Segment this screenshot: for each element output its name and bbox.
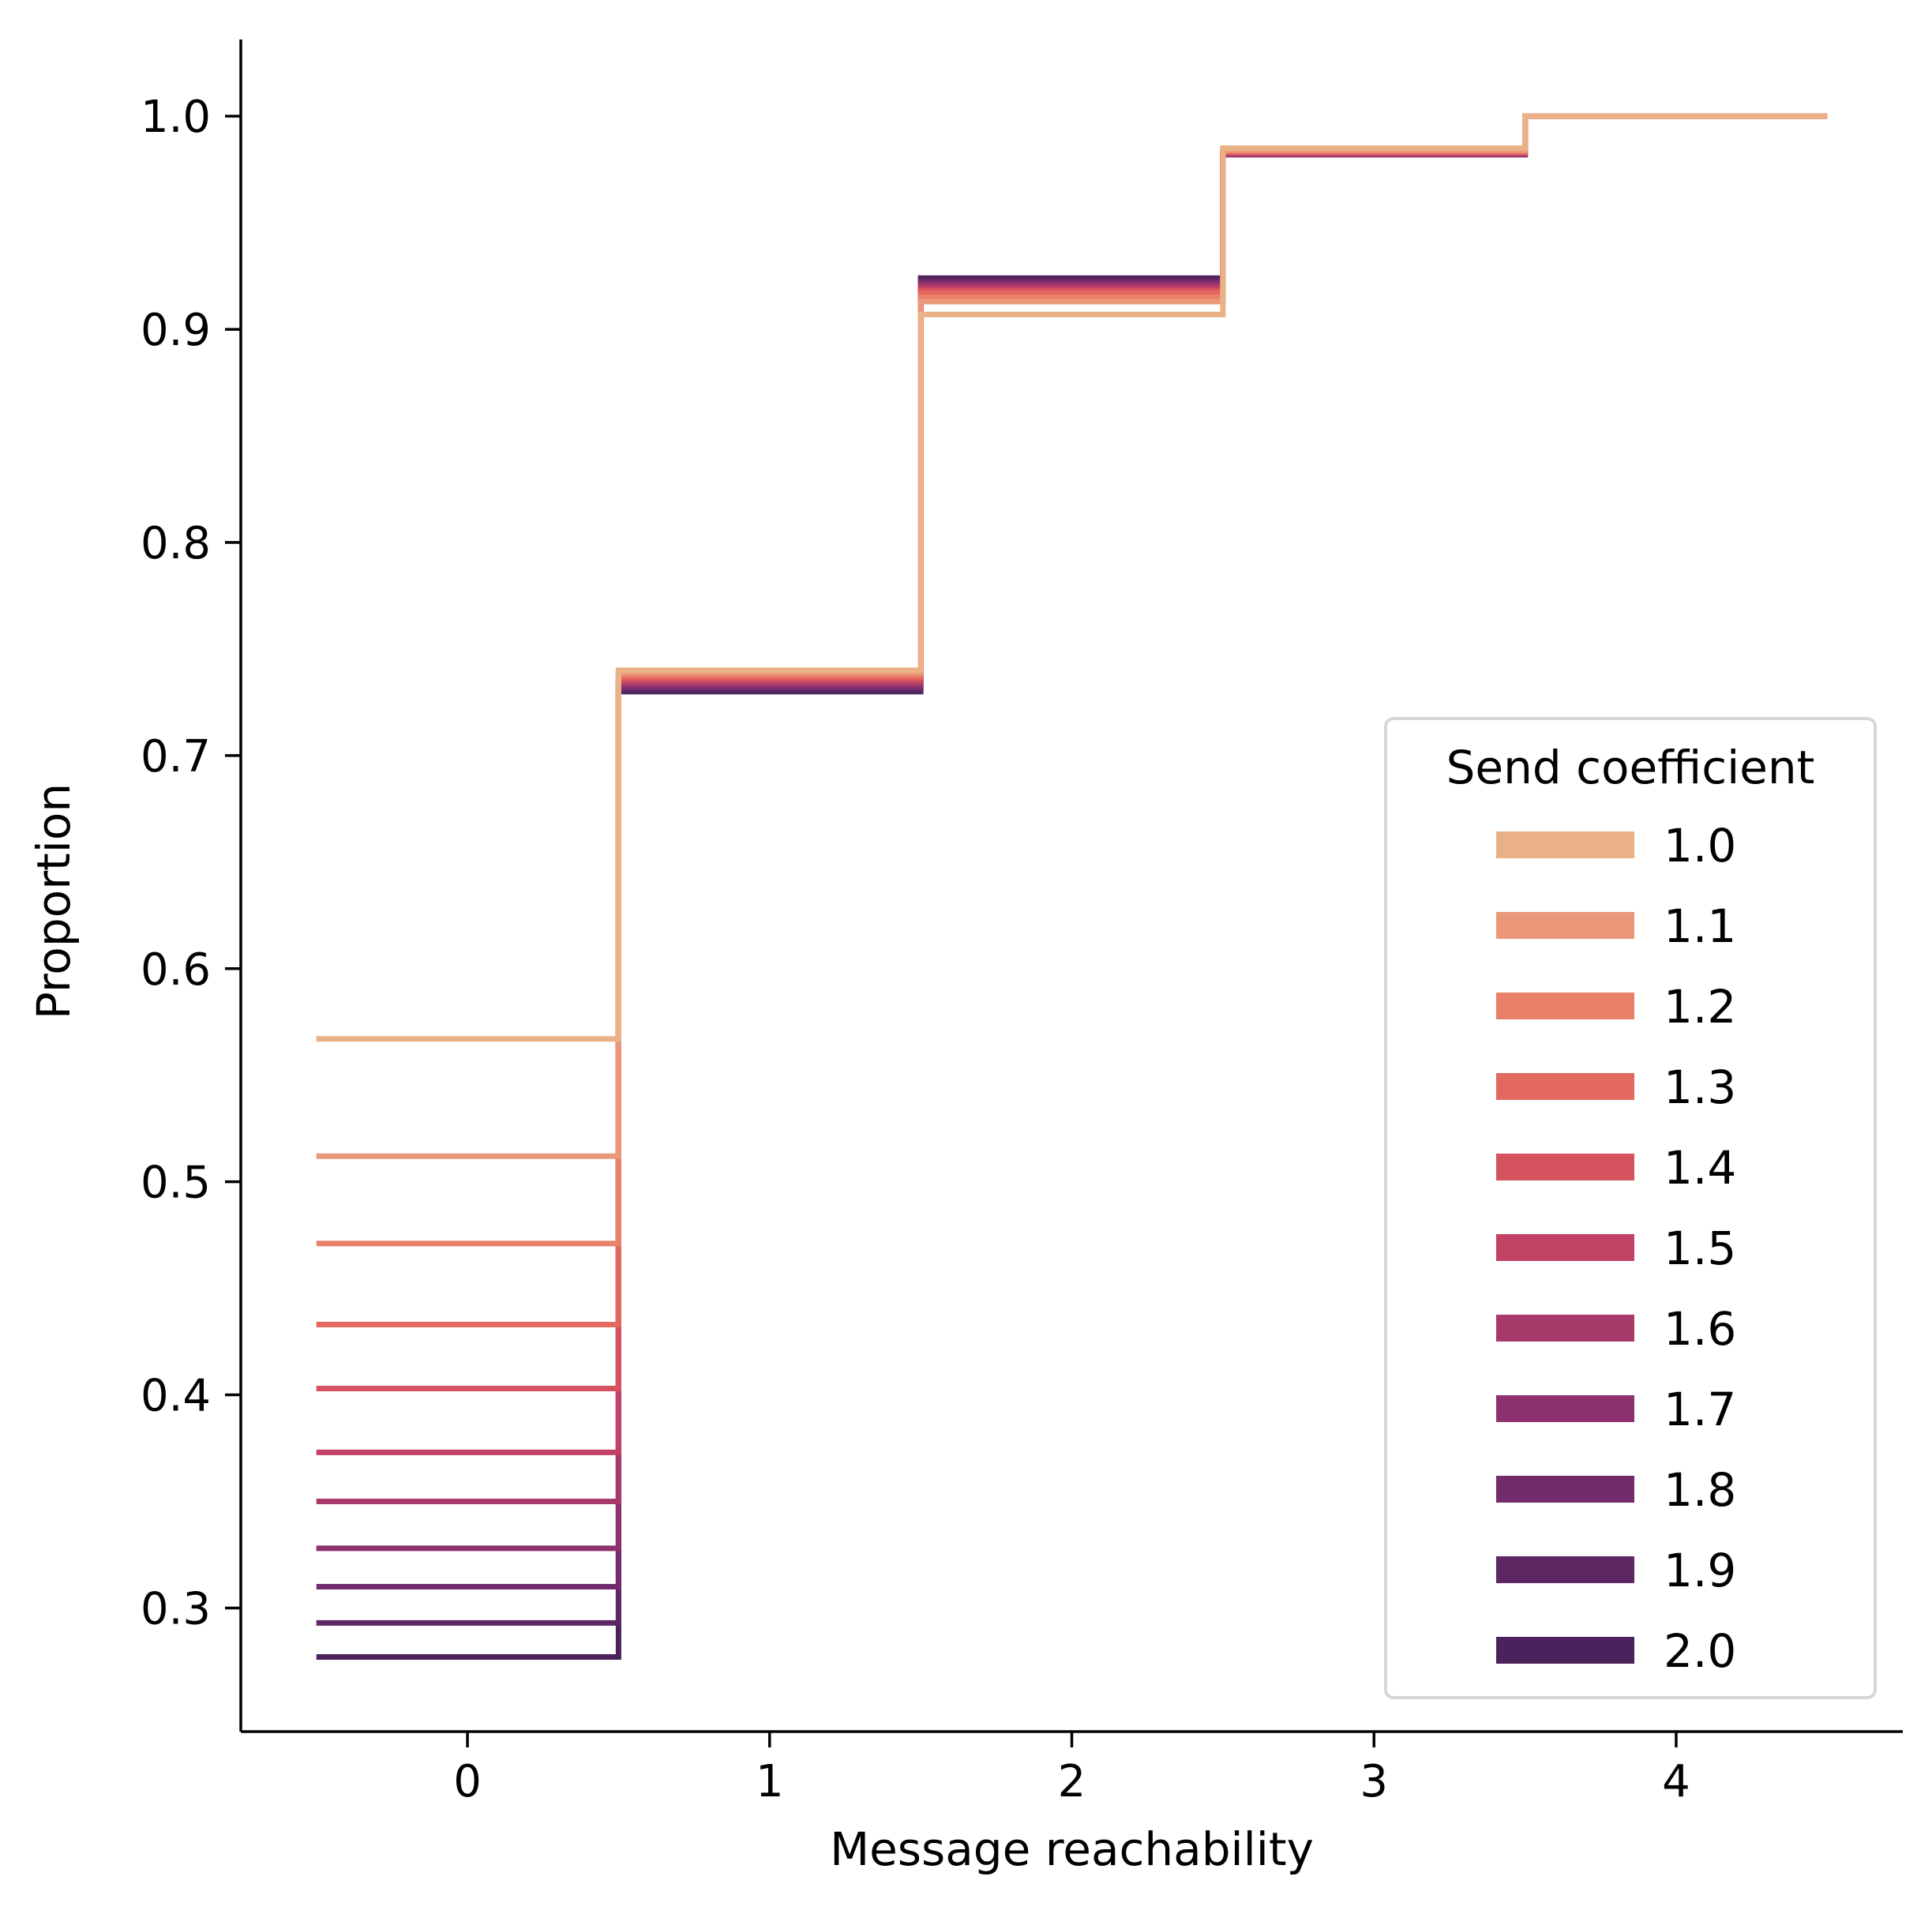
series-layer (316, 113, 1828, 1660)
y-tick-label: 0.7 (141, 731, 211, 782)
y-tick-label: 0.4 (141, 1371, 211, 1422)
y-axis-label: Proportion (27, 783, 81, 1019)
legend-item-label: 1.1 (1664, 899, 1736, 953)
legend: Send coefficient 1.01.11.21.31.41.51.61.… (1384, 717, 1877, 1699)
legend-item-label: 1.0 (1664, 819, 1736, 873)
legend-item-label: 1.7 (1664, 1383, 1736, 1436)
y-tick-label: 0.8 (141, 518, 211, 569)
y-tick-label: 0.9 (141, 305, 211, 356)
legend-item-label: 1.4 (1664, 1141, 1736, 1195)
x-tick-label: 3 (1360, 1756, 1388, 1807)
y-tick-label: 0.3 (141, 1583, 211, 1634)
x-axis-ticks: 0 1 2 3 4 (453, 1732, 1690, 1807)
x-tick-label: 4 (1662, 1756, 1690, 1807)
legend-item-label: 1.5 (1664, 1222, 1736, 1275)
legend-item-label: 1.8 (1664, 1463, 1736, 1517)
legend-item-label: 1.3 (1664, 1060, 1736, 1114)
legend-item-label: 1.9 (1664, 1544, 1736, 1597)
x-tick-label: 2 (1058, 1756, 1086, 1807)
y-tick-label: 0.5 (141, 1158, 211, 1209)
y-tick-label: 0.6 (141, 944, 211, 996)
legend-items: 1.0 1.1 1.2 1.3 1.4 1.5 1.6 1.7 1.8 1.9 2.0 (1496, 819, 1736, 1678)
legend-box (1384, 717, 1877, 1699)
legend-item-label: 1.2 (1664, 980, 1736, 1034)
x-axis-label: Message reachability (830, 1822, 1314, 1876)
x-tick-label: 1 (756, 1756, 784, 1807)
legend-item-label: 2.0 (1664, 1624, 1736, 1678)
y-axis-ticks: 0.3 0.4 0.5 0.6 0.7 0.8 0.9 1.0 (141, 92, 241, 1634)
y-tick-label: 1.0 (141, 92, 211, 143)
series-line-1-0 (316, 113, 1828, 1042)
legend-title: Send coefficient (1446, 741, 1815, 794)
x-tick-label: 0 (453, 1756, 482, 1807)
legend-item-label: 1.6 (1664, 1302, 1736, 1356)
